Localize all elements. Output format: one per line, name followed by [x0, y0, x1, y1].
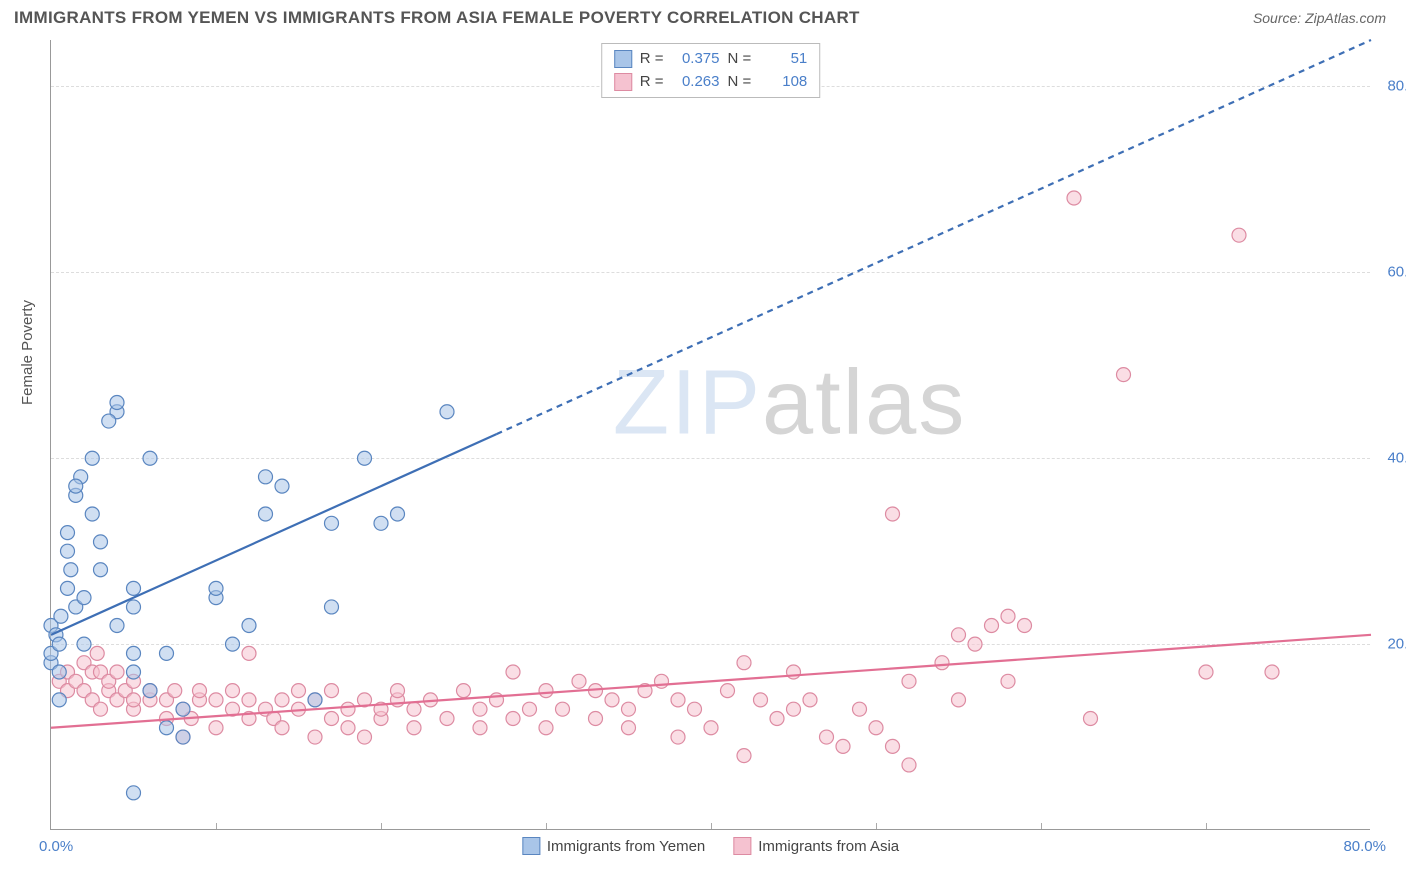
r-value-asia: 0.263	[672, 71, 720, 94]
r-label: R =	[640, 71, 664, 94]
legend-swatch-yemen	[522, 837, 540, 855]
n-label: N =	[728, 48, 752, 71]
legend-label-yemen: Immigrants from Yemen	[547, 838, 705, 855]
stats-row-asia: R = 0.263 N = 108	[614, 71, 808, 94]
y-tick-label: 80.0%	[1375, 78, 1406, 95]
x-axis-max-label: 80.0%	[1343, 838, 1386, 855]
r-value-yemen: 0.375	[672, 48, 720, 71]
stats-row-yemen: R = 0.375 N = 51	[614, 48, 808, 71]
swatch-yemen	[614, 50, 632, 68]
scatter-plot-svg	[51, 40, 1370, 829]
legend-item-yemen: Immigrants from Yemen	[522, 837, 705, 855]
y-tick-label: 40.0%	[1375, 450, 1406, 467]
chart-plot-area: ZIPatlas Female Poverty 20.0%40.0%60.0%8…	[50, 40, 1370, 830]
n-value-asia: 108	[759, 71, 807, 94]
n-value-yemen: 51	[759, 48, 807, 71]
chart-title: IMMIGRANTS FROM YEMEN VS IMMIGRANTS FROM…	[14, 8, 860, 28]
y-axis-label: Female Poverty	[19, 299, 36, 404]
n-label: N =	[728, 71, 752, 94]
legend-label-asia: Immigrants from Asia	[758, 838, 899, 855]
y-tick-label: 60.0%	[1375, 264, 1406, 281]
y-tick-label: 20.0%	[1375, 636, 1406, 653]
legend-swatch-asia	[733, 837, 751, 855]
source-label: Source:	[1253, 10, 1305, 26]
r-label: R =	[640, 48, 664, 71]
swatch-asia	[614, 73, 632, 91]
series-legend: Immigrants from Yemen Immigrants from As…	[522, 837, 899, 855]
x-axis-min-label: 0.0%	[39, 838, 73, 855]
source-attribution: Source: ZipAtlas.com	[1253, 10, 1386, 26]
stats-legend-box: R = 0.375 N = 51 R = 0.263 N = 108	[601, 43, 821, 98]
source-name: ZipAtlas.com	[1305, 10, 1386, 26]
legend-item-asia: Immigrants from Asia	[733, 837, 899, 855]
